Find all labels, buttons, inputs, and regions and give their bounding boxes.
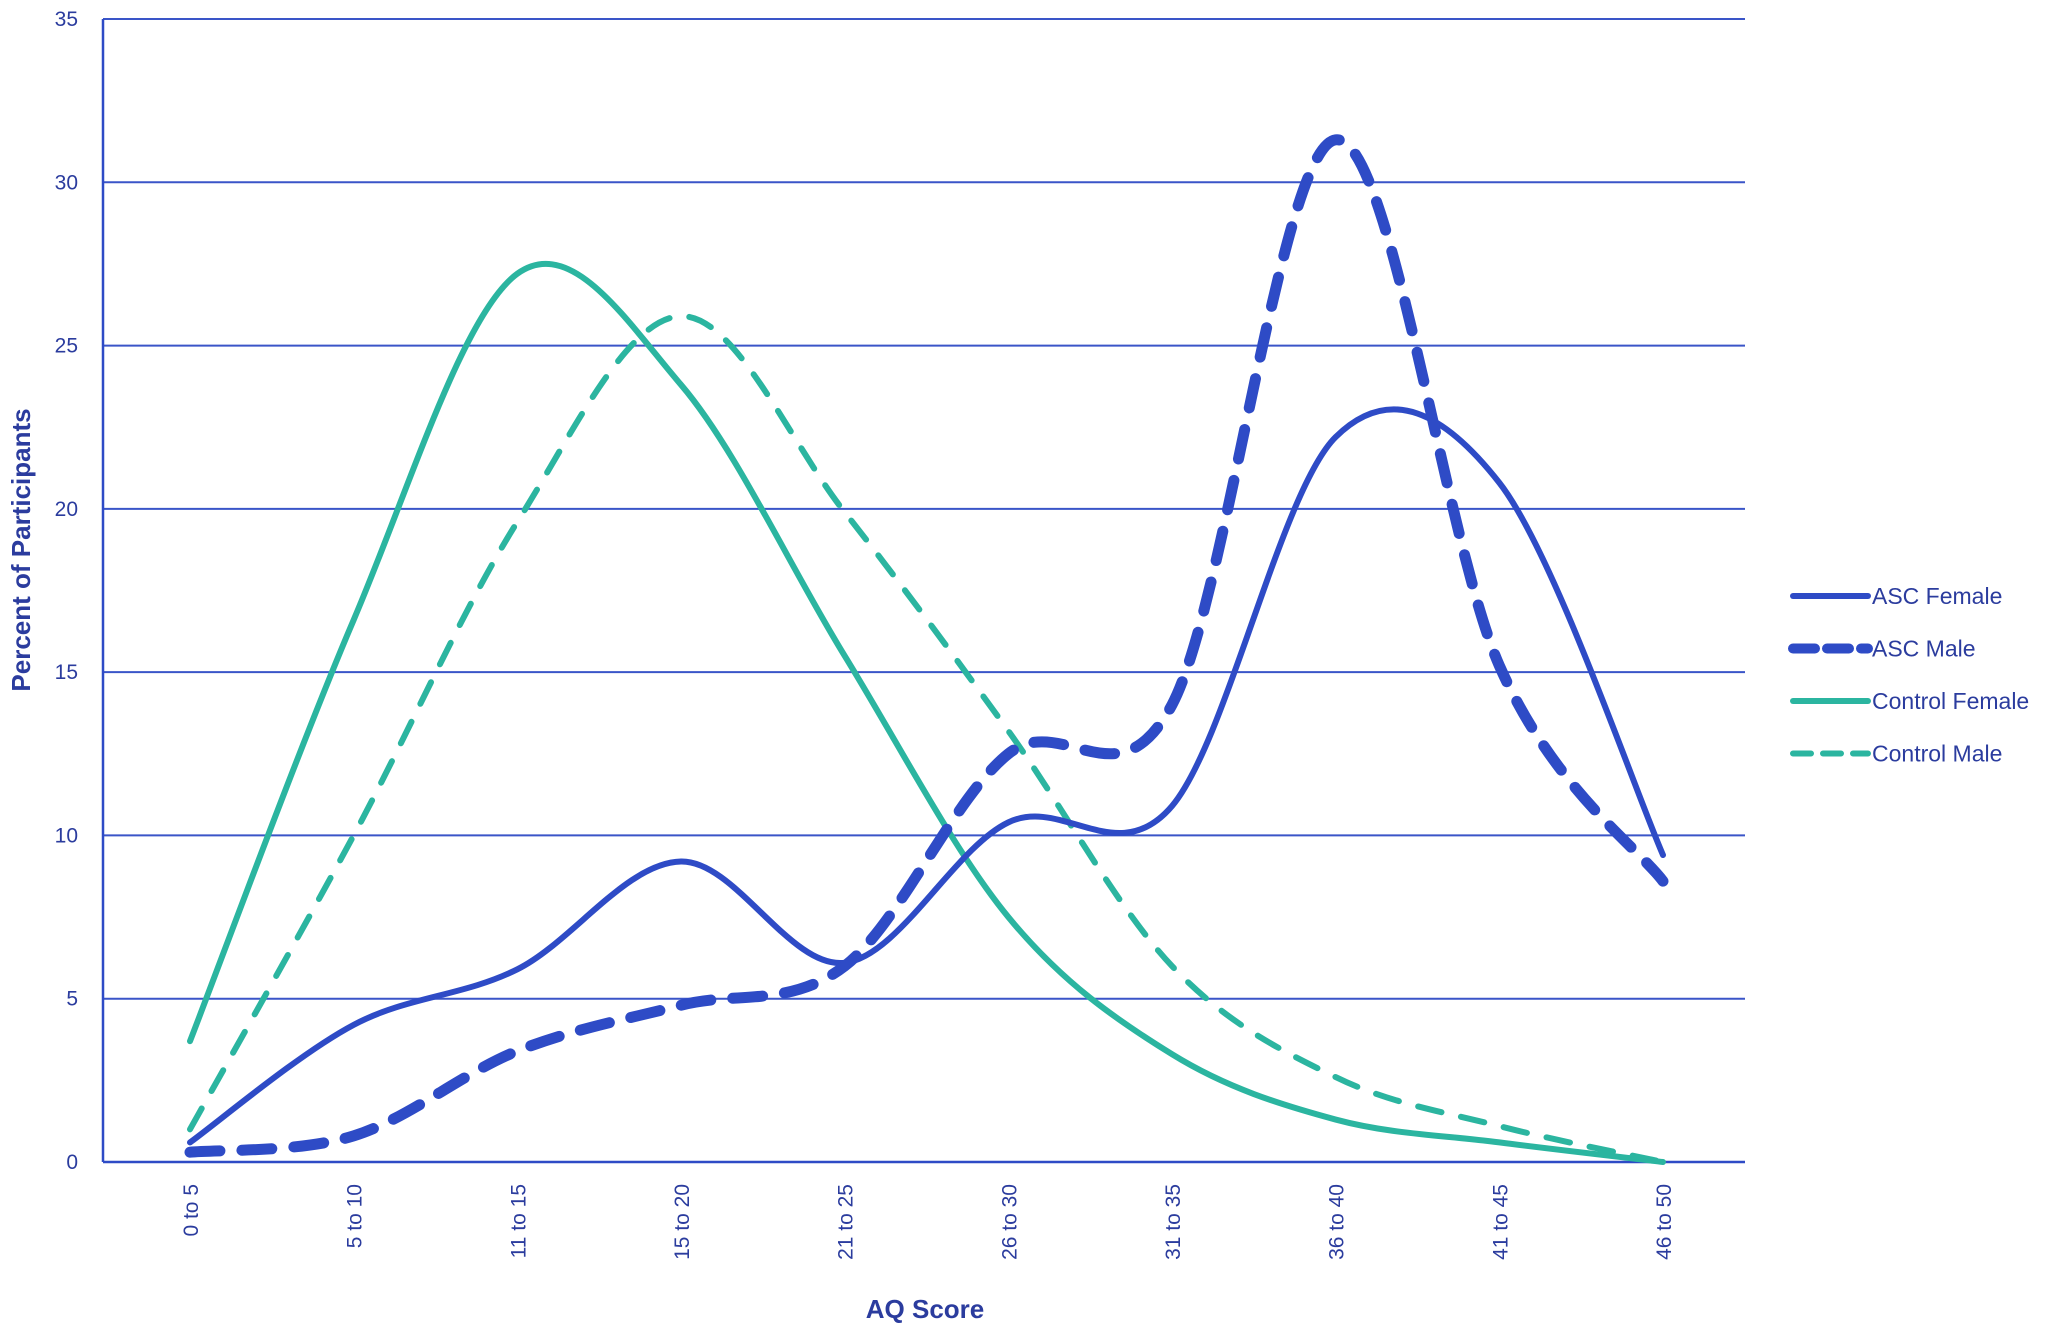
series-lines — [184, 134, 1669, 1165]
y-tick-label: 30 — [55, 171, 78, 194]
series-line-control-male — [187, 313, 1666, 1165]
x-tick-label: 36 to 40 — [1326, 1184, 1349, 1260]
x-tick-label: 15 to 20 — [671, 1184, 694, 1260]
series-line-control-female — [187, 260, 1666, 1165]
x-tick-label: 21 to 25 — [835, 1184, 858, 1260]
x-tick-label: 46 to 50 — [1653, 1184, 1676, 1260]
series-line-asc-male — [184, 134, 1669, 1158]
x-tick-label: 11 to 15 — [507, 1184, 530, 1258]
y-axis-title: Percent of Participants — [6, 408, 36, 691]
y-tick-label: 0 — [66, 1151, 78, 1174]
x-tick-label: 31 to 35 — [1162, 1184, 1185, 1260]
x-axis-ticks: 0 to 5 5 to 10 11 to 15 15 to 20 21 to 25 26 … — [180, 1184, 1676, 1260]
series-line-asc-female — [187, 406, 1666, 1146]
x-tick-label: 0 to 5 — [180, 1184, 203, 1237]
y-tick-label: 20 — [55, 498, 78, 521]
legend: ASC Female ASC Male Control Female Control … — [1788, 583, 2029, 767]
legend-label: Control Male — [1872, 741, 2002, 767]
y-axis-ticks: 0 5 10 15 20 25 30 35 — [55, 8, 78, 1174]
y-tick-label: 15 — [55, 661, 78, 684]
y-tick-label: 10 — [55, 824, 78, 847]
gridlines — [103, 18, 1745, 1000]
legend-label: Control Female — [1872, 688, 2029, 714]
x-tick-label: 26 to 30 — [998, 1184, 1021, 1260]
y-tick-label: 25 — [55, 335, 78, 358]
y-tick-label: 5 — [66, 988, 78, 1011]
x-tick-label: 41 to 45 — [1489, 1184, 1512, 1260]
x-axis-title: AQ Score — [866, 1294, 985, 1324]
y-tick-label: 35 — [55, 8, 78, 31]
x-tick-label: 5 to 10 — [344, 1184, 367, 1248]
legend-label: ASC Male — [1872, 636, 1976, 662]
legend-label: ASC Female — [1872, 583, 2002, 609]
